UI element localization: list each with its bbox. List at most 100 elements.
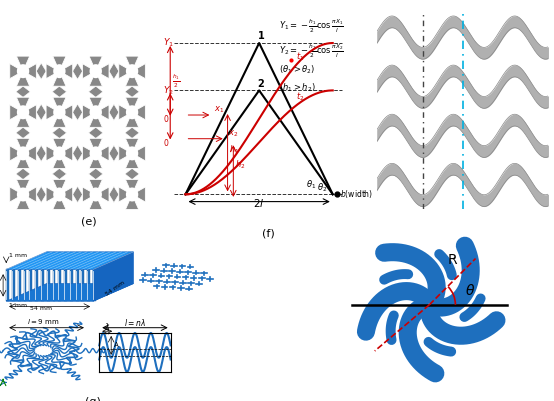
Polygon shape <box>109 104 119 120</box>
Text: $Y_1=-\frac{h_1}{2}\cos\frac{\pi X_1}{l}$: $Y_1=-\frac{h_1}{2}\cos\frac{\pi X_1}{l}… <box>279 18 344 35</box>
Polygon shape <box>52 86 66 97</box>
Text: $0$: $0$ <box>162 137 169 148</box>
Polygon shape <box>89 56 102 71</box>
Text: $Y_2=-\frac{h_2}{2}\cos\frac{\pi X_2}{l}$: $Y_2=-\frac{h_2}{2}\cos\frac{\pi X_2}{l}… <box>279 43 344 61</box>
Polygon shape <box>125 86 139 97</box>
Polygon shape <box>119 187 132 202</box>
Text: 1 mm: 1 mm <box>9 253 28 258</box>
Polygon shape <box>59 187 73 202</box>
Polygon shape <box>29 269 32 301</box>
Text: $(\theta_1>\theta_2)$: $(\theta_1>\theta_2)$ <box>279 63 316 76</box>
Polygon shape <box>23 146 37 161</box>
Ellipse shape <box>126 64 138 78</box>
Text: (g): (g) <box>85 397 101 401</box>
Polygon shape <box>89 128 103 138</box>
Polygon shape <box>37 63 46 79</box>
Polygon shape <box>83 187 96 202</box>
Polygon shape <box>89 180 102 194</box>
Polygon shape <box>96 105 109 120</box>
Polygon shape <box>46 64 59 79</box>
Polygon shape <box>119 64 132 79</box>
Polygon shape <box>73 186 83 203</box>
Polygon shape <box>89 168 103 180</box>
Polygon shape <box>37 186 46 203</box>
Polygon shape <box>125 154 138 168</box>
Text: (e): (e) <box>81 217 96 227</box>
Polygon shape <box>125 56 138 71</box>
Ellipse shape <box>90 188 102 202</box>
Polygon shape <box>46 105 59 120</box>
Polygon shape <box>16 128 30 138</box>
Polygon shape <box>52 128 66 138</box>
Polygon shape <box>89 86 103 97</box>
Polygon shape <box>132 64 145 79</box>
Text: (h): (h) <box>422 400 437 401</box>
Polygon shape <box>83 146 96 161</box>
Text: R: R <box>448 253 458 267</box>
Polygon shape <box>18 269 20 301</box>
Polygon shape <box>119 105 132 120</box>
Polygon shape <box>132 187 145 202</box>
Polygon shape <box>59 146 73 161</box>
Text: $h_1$: $h_1$ <box>229 143 240 156</box>
Ellipse shape <box>90 64 102 78</box>
Polygon shape <box>23 187 37 202</box>
Polygon shape <box>46 146 59 161</box>
Polygon shape <box>6 269 9 301</box>
Polygon shape <box>125 112 138 128</box>
Polygon shape <box>93 252 134 301</box>
Polygon shape <box>23 64 37 79</box>
Polygon shape <box>17 97 30 112</box>
Polygon shape <box>59 105 73 120</box>
Polygon shape <box>12 269 15 301</box>
Text: $b$(width): $b$(width) <box>340 188 373 200</box>
Polygon shape <box>58 269 61 301</box>
Polygon shape <box>53 138 66 154</box>
Polygon shape <box>73 146 83 161</box>
Text: $Y_2$: $Y_2$ <box>162 84 173 97</box>
Polygon shape <box>37 104 46 120</box>
Text: $\theta_2$: $\theta_2$ <box>317 182 328 194</box>
Ellipse shape <box>90 105 102 119</box>
Polygon shape <box>125 168 139 180</box>
Polygon shape <box>53 97 66 112</box>
Polygon shape <box>53 154 66 168</box>
Text: $l=n\lambda$: $l=n\lambda$ <box>124 317 146 328</box>
Polygon shape <box>125 194 138 209</box>
Polygon shape <box>89 71 102 86</box>
Ellipse shape <box>53 105 65 119</box>
Text: (f): (f) <box>262 229 275 239</box>
Polygon shape <box>10 187 23 202</box>
Polygon shape <box>53 194 66 209</box>
Text: $t_2$: $t_2$ <box>296 91 305 103</box>
Polygon shape <box>89 112 102 128</box>
Text: $\theta_1$: $\theta_1$ <box>306 178 316 190</box>
Ellipse shape <box>17 64 29 78</box>
Polygon shape <box>89 194 102 209</box>
Text: A: A <box>114 342 119 348</box>
Polygon shape <box>37 146 46 161</box>
Text: $Y_1$: $Y_1$ <box>162 37 173 49</box>
Polygon shape <box>109 146 119 161</box>
Polygon shape <box>64 269 67 301</box>
Polygon shape <box>125 71 138 86</box>
Polygon shape <box>52 168 66 180</box>
Text: $2l$: $2l$ <box>253 197 265 209</box>
Polygon shape <box>17 194 30 209</box>
Polygon shape <box>70 269 73 301</box>
Polygon shape <box>132 146 145 161</box>
Polygon shape <box>17 180 30 194</box>
Text: 54 mm: 54 mm <box>105 280 126 297</box>
Ellipse shape <box>17 105 29 119</box>
Polygon shape <box>53 269 55 301</box>
Polygon shape <box>35 269 38 301</box>
Polygon shape <box>17 56 30 71</box>
Polygon shape <box>17 154 30 168</box>
Ellipse shape <box>126 146 138 160</box>
Polygon shape <box>10 64 23 79</box>
Polygon shape <box>125 128 139 138</box>
Polygon shape <box>10 105 23 120</box>
Ellipse shape <box>53 64 65 78</box>
Polygon shape <box>93 269 96 301</box>
Polygon shape <box>83 105 96 120</box>
